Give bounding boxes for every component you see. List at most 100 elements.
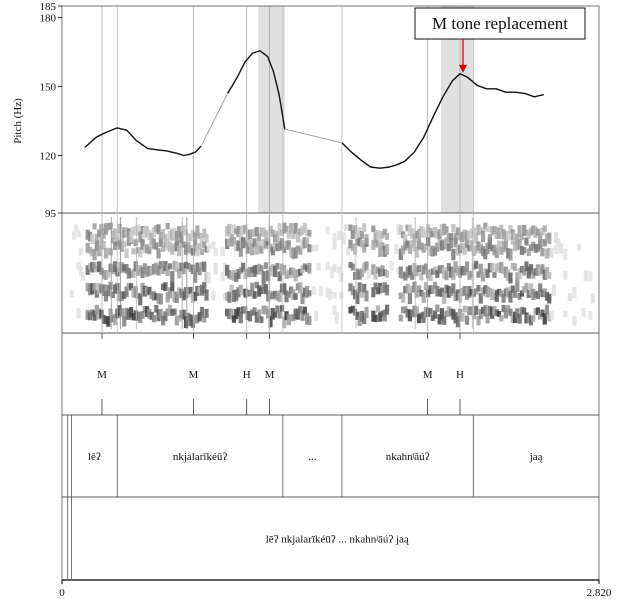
spectrogram-cell xyxy=(437,239,442,247)
spectrogram-cell xyxy=(254,227,259,237)
spectrogram-cell xyxy=(519,233,524,241)
tone-tier-frame xyxy=(61,332,600,416)
spectrogram-cell xyxy=(515,308,520,319)
spectrogram-cell xyxy=(138,265,143,274)
spectrogram-cell xyxy=(131,287,136,298)
spectrogram-cell xyxy=(362,283,367,293)
spectrogram-cell xyxy=(99,267,104,275)
spectrogram-cell xyxy=(188,314,193,327)
spectrogram-cell xyxy=(213,248,218,256)
tone-label: M xyxy=(265,369,275,381)
spectrogram-cell xyxy=(528,264,534,275)
spectrogram-cell xyxy=(234,272,239,282)
spectrogram-cell xyxy=(528,244,534,252)
spectrogram-striation xyxy=(181,217,183,329)
spectrogram-cell xyxy=(284,225,289,233)
spectrogram-cell xyxy=(85,242,90,253)
spectrogram-cell xyxy=(414,306,419,315)
spectrogram-cell xyxy=(410,285,415,293)
spectrogram-cell xyxy=(416,265,422,273)
spectrogram-cell xyxy=(108,263,113,272)
spectrogram-cell xyxy=(478,263,483,274)
spectrogram-cell xyxy=(471,263,476,270)
spectrogram-cell xyxy=(526,230,531,239)
spectrogram-cell xyxy=(375,229,381,239)
spectrogram-cell xyxy=(464,261,470,272)
spectrogram-cell xyxy=(517,239,522,250)
spectrogram-cell xyxy=(307,230,312,237)
spectrogram-cell xyxy=(403,286,408,294)
spectrogram-cell xyxy=(494,226,499,239)
annotation-arrow-head xyxy=(458,64,467,73)
spectrogram-cell xyxy=(87,312,93,321)
spectrogram-cell xyxy=(480,287,486,297)
spectrogram-cell xyxy=(199,284,205,296)
spectrogram-cell xyxy=(193,271,198,283)
spectrogram-cell xyxy=(138,231,143,243)
spectrogram-cell xyxy=(113,313,118,326)
spectrogram-cell xyxy=(444,310,449,317)
spectrogram-cell xyxy=(412,305,417,318)
spectrogram-cell xyxy=(124,263,129,274)
spectrogram-cell xyxy=(547,247,552,257)
spectrogram-striation xyxy=(355,217,357,329)
spectrogram-cell xyxy=(410,271,415,280)
spectrogram-cell xyxy=(332,238,337,250)
spectrogram-cell xyxy=(501,229,506,240)
spectrogram-cell xyxy=(510,236,515,245)
spectrogram-cell xyxy=(332,292,337,299)
spectrogram-cell xyxy=(462,229,467,240)
spectrogram-cell xyxy=(448,266,454,278)
spectrogram-cell xyxy=(375,287,381,295)
spectrogram-cell xyxy=(76,230,81,238)
spectrogram-cell xyxy=(181,263,186,275)
spectrogram-cell xyxy=(87,262,93,270)
spectrogram-cell xyxy=(261,282,266,293)
panel-frames xyxy=(61,5,600,584)
spectrogram-cell xyxy=(279,283,285,293)
spectrogram-cell xyxy=(492,244,497,256)
spectrogram-cell xyxy=(540,248,545,257)
spectrogram-cell xyxy=(295,269,301,278)
spectrogram-cell xyxy=(483,248,488,260)
spectrogram-cell xyxy=(355,268,360,280)
spectrogram-cell xyxy=(108,308,113,316)
spectrogram-cell xyxy=(426,289,431,298)
spectrogram-cell xyxy=(398,266,403,279)
spectrogram-cell xyxy=(492,226,497,234)
spectrogram-cell xyxy=(542,288,547,298)
spectrogram-cell xyxy=(270,263,275,276)
spectrogram-cell xyxy=(382,269,387,276)
spectrogram-cell xyxy=(512,311,518,324)
spectrogram-cell xyxy=(129,231,134,243)
spectrogram-cell xyxy=(426,269,431,279)
spectrogram-cell xyxy=(405,283,410,294)
spectrogram-cell xyxy=(236,225,241,238)
spectrogram-cell xyxy=(510,229,515,241)
spectrogram-cell xyxy=(544,233,550,240)
spectrogram-cell xyxy=(142,246,147,254)
spectrogram-cell xyxy=(478,226,483,235)
spectrogram-cell xyxy=(286,314,291,326)
spectrogram-cell xyxy=(227,270,232,279)
spectrogram-striation xyxy=(268,217,270,329)
spectrogram-cell xyxy=(129,270,134,278)
spectrogram-cell xyxy=(110,265,115,275)
spectrogram-cell xyxy=(291,288,296,300)
spectrogram-cell xyxy=(117,240,122,250)
spectrogram-cell xyxy=(380,285,385,294)
spectrogram-cell xyxy=(426,224,431,234)
spectrogram-cell xyxy=(272,311,278,318)
spectrogram-cell xyxy=(430,268,435,275)
spectrogram-cell xyxy=(576,244,582,251)
spectrogram-cell xyxy=(99,309,104,318)
spectrogram-cell xyxy=(151,291,157,301)
spectrogram-cell xyxy=(467,285,472,298)
spectrogram-cell xyxy=(108,281,113,291)
spectrogram-cell xyxy=(145,266,150,277)
spectrogram-cell xyxy=(444,237,449,246)
spectrogram-cell xyxy=(439,264,445,274)
spectrogram-cell xyxy=(435,285,440,297)
